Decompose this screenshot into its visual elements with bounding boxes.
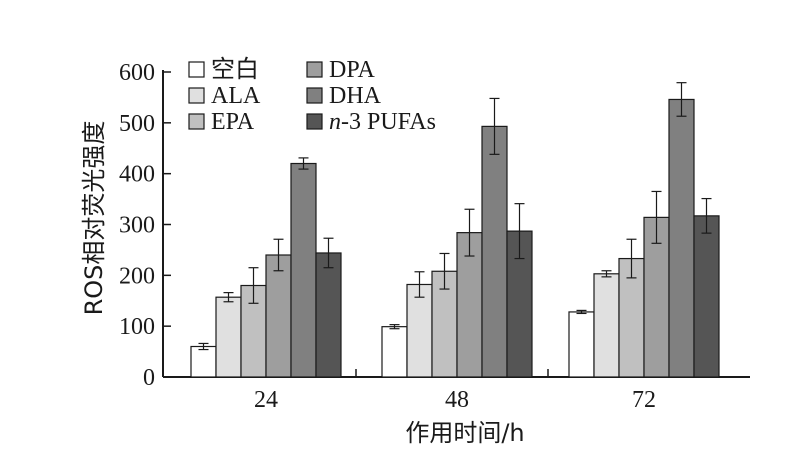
x-ticks: 24 48 72 bbox=[254, 369, 656, 413]
bar bbox=[456, 232, 483, 378]
bar bbox=[668, 98, 695, 378]
legend-label: 空白 bbox=[211, 55, 259, 83]
y-tick-label: 400 bbox=[119, 162, 155, 188]
legend-label: EPA bbox=[211, 109, 255, 135]
legend-swatch bbox=[306, 61, 323, 78]
bars bbox=[190, 82, 720, 378]
bar bbox=[481, 125, 508, 378]
bar bbox=[315, 252, 342, 378]
bar bbox=[190, 345, 217, 378]
bar bbox=[643, 216, 670, 378]
x-axis-title: 作用时间/h bbox=[405, 419, 524, 447]
y-ticks: 0 100 200 300 400 500 600 bbox=[119, 60, 171, 391]
legend-swatch bbox=[188, 61, 205, 78]
x-tick-label: 48 bbox=[445, 387, 469, 413]
legend-label: n-3 PUFAs bbox=[329, 109, 436, 135]
legend-swatch bbox=[306, 113, 323, 130]
y-axis-title: ROS相对荧光强度 bbox=[80, 121, 108, 316]
x-tick-label: 72 bbox=[632, 387, 656, 413]
bar bbox=[593, 273, 620, 378]
y-tick-label: 100 bbox=[119, 314, 155, 340]
y-tick-label: 300 bbox=[119, 213, 155, 239]
bar bbox=[568, 311, 595, 378]
legend-label: ALA bbox=[211, 83, 261, 109]
legend-swatch bbox=[188, 87, 205, 104]
y-tick-label: 600 bbox=[119, 60, 155, 86]
bar bbox=[215, 296, 242, 378]
legend-label: DPA bbox=[329, 57, 375, 83]
bar bbox=[265, 254, 292, 378]
legend-swatch bbox=[188, 113, 205, 130]
legend-swatch bbox=[306, 87, 323, 104]
y-tick-label: 200 bbox=[119, 263, 155, 289]
x-tick-label: 24 bbox=[254, 387, 278, 413]
legend-label: DHA bbox=[329, 83, 382, 109]
y-tick-label: 0 bbox=[143, 365, 155, 391]
bar bbox=[406, 283, 433, 378]
bar bbox=[693, 215, 720, 378]
bar bbox=[290, 162, 317, 378]
y-tick-label: 500 bbox=[119, 111, 155, 137]
bar bbox=[381, 326, 408, 378]
